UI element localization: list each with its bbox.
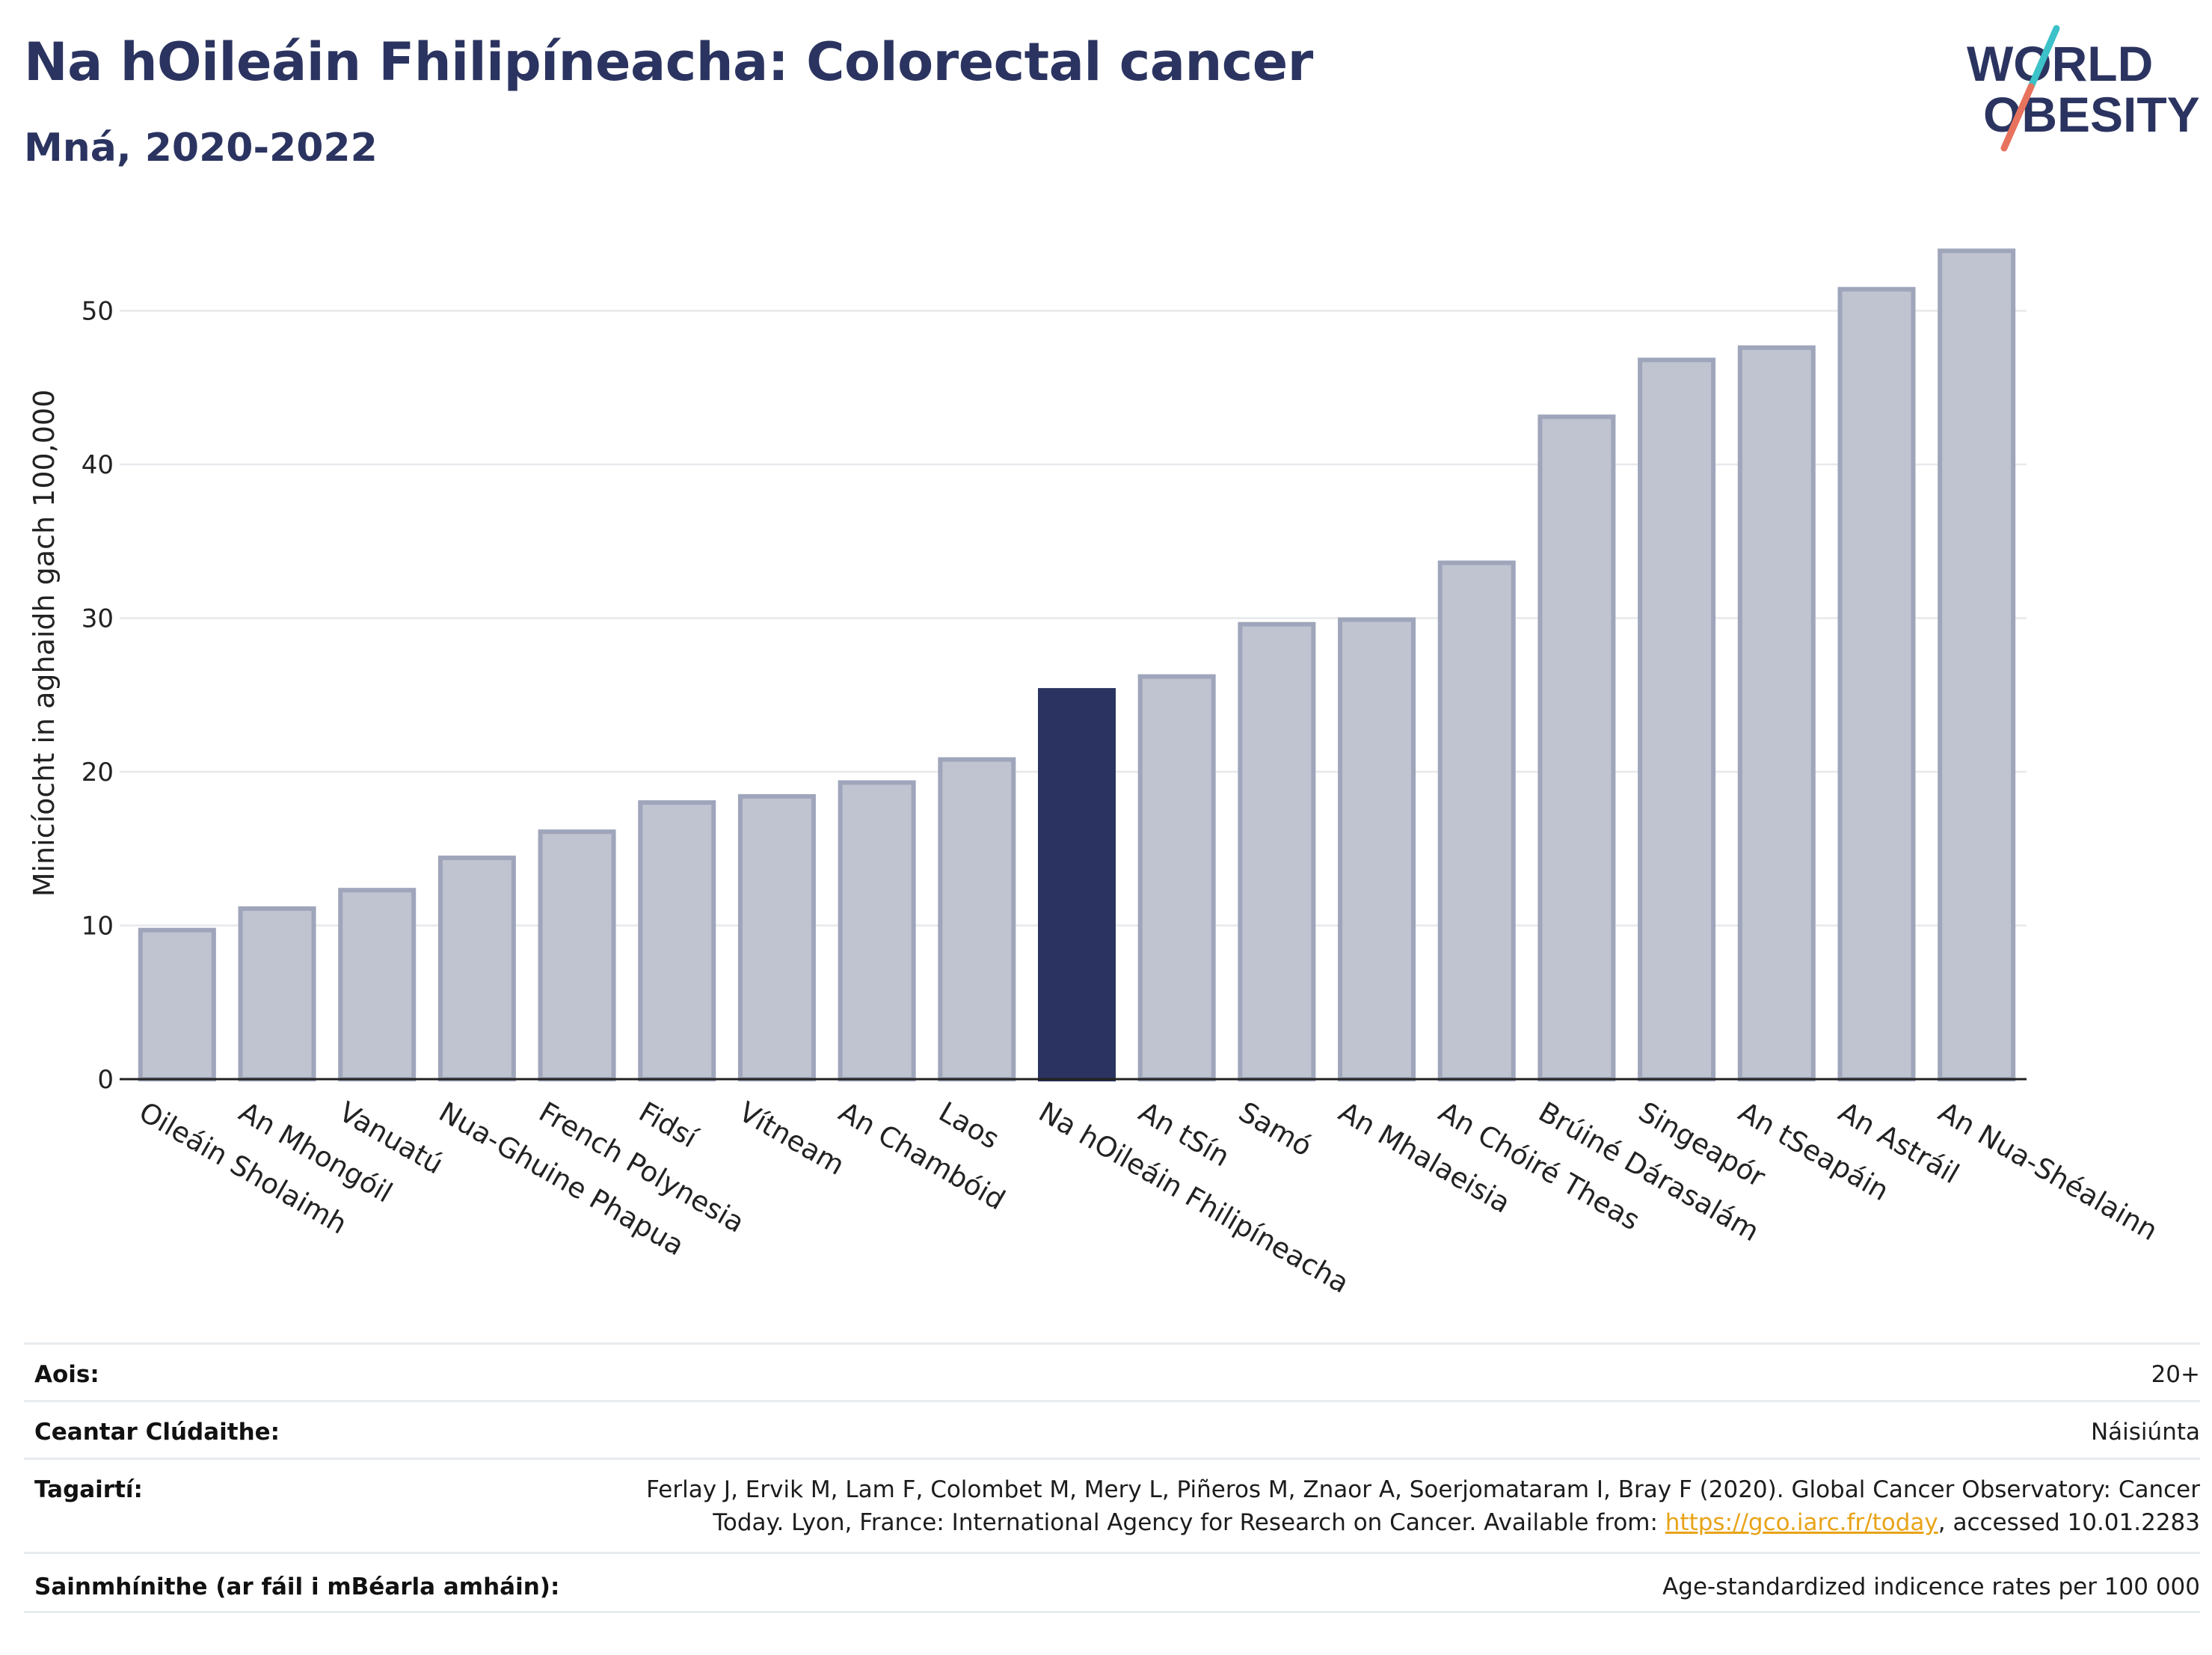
x-tick-label: Samó xyxy=(1233,1096,1317,1163)
meta-row-age: Aois: 20+ xyxy=(24,1342,2200,1400)
bar xyxy=(138,927,216,1081)
y-tick-label: 10 xyxy=(82,912,114,942)
world-obesity-logo: WORLD OBESITY xyxy=(1967,25,2199,152)
coverage-label: Ceantar Clúdaithe: xyxy=(34,1419,280,1446)
meta-row-references: Tagairtí: Ferlay J, Ervik M, Lam F, Colo… xyxy=(24,1458,2200,1552)
x-tick-label: Laos xyxy=(933,1096,1004,1155)
y-tick-label: 0 xyxy=(97,1065,114,1095)
bar xyxy=(1737,345,1816,1081)
x-tick-label: An Chambóid xyxy=(834,1096,1011,1216)
x-tick-label: Fidsí xyxy=(633,1096,704,1155)
bar xyxy=(1837,286,1916,1082)
x-tick-label: An Mhalaeisia xyxy=(1333,1096,1516,1220)
bar xyxy=(1638,357,1716,1081)
bar xyxy=(1938,248,2016,1082)
x-tick-label: Vítneam xyxy=(734,1096,850,1182)
y-tick-label: 30 xyxy=(82,604,114,634)
y-axis-ticks: 0 10 20 30 40 50 xyxy=(82,297,114,1096)
references-label: Tagairtí: xyxy=(34,1476,143,1503)
bar xyxy=(437,856,516,1082)
meta-row-definitions: Sainmhínithe (ar fáil i mBéarla amháin):… xyxy=(24,1552,2200,1613)
chart-metadata: Aois: 20+ Ceantar Clúdaithe: Náisiúnta T… xyxy=(24,1342,2200,1613)
bar xyxy=(737,793,816,1081)
chart-subtitle: Mná, 2020-2022 xyxy=(24,126,378,171)
bar xyxy=(538,829,616,1082)
references-line-1: Ferlay J, Ervik M, Lam F, Colombet M, Me… xyxy=(646,1476,2200,1503)
references-line-2-start: Today. Lyon, France: International Agenc… xyxy=(713,1509,1665,1536)
y-tick-label: 50 xyxy=(82,297,114,327)
bar xyxy=(238,906,316,1082)
bar xyxy=(1437,560,1516,1081)
bar xyxy=(1238,621,1316,1081)
logo-slash-coral xyxy=(2000,83,2035,152)
x-tick-label: An Nua-Shéalainn xyxy=(1933,1096,2163,1247)
age-label: Aois: xyxy=(34,1361,99,1388)
meta-row-coverage: Ceantar Clúdaithe: Náisiúnta xyxy=(24,1400,2200,1458)
coverage-value: Náisiúnta xyxy=(2090,1419,2200,1446)
bar xyxy=(1038,688,1116,1081)
y-axis-label: Minicíocht in aghaidh gach 100,000 xyxy=(28,390,61,897)
y-tick-label: 20 xyxy=(82,758,114,787)
bar xyxy=(638,800,716,1081)
logo-line-1: WORLD xyxy=(1967,36,2153,91)
bar xyxy=(1338,617,1416,1081)
references-value: Ferlay J, Ervik M, Lam F, Colombet M, Me… xyxy=(646,1473,2200,1539)
chart-title: Na hOileáin Fhilipíneacha: Colorectal ca… xyxy=(24,31,1313,93)
references-line-2-end: , accessed 10.01.2283 xyxy=(1938,1509,2200,1536)
logo-slash-teal xyxy=(2027,25,2060,90)
bars xyxy=(138,248,2016,1082)
bar xyxy=(938,757,1016,1081)
y-tick-label: 40 xyxy=(82,450,114,480)
age-value: 20+ xyxy=(2151,1361,2200,1388)
bar xyxy=(1537,414,1616,1082)
definitions-value: Age-standardized indicence rates per 100… xyxy=(1662,1573,2200,1600)
bar xyxy=(838,780,916,1081)
references-link[interactable]: https://gco.iarc.fr/today xyxy=(1665,1509,1938,1536)
bar xyxy=(1137,674,1216,1081)
definitions-label: Sainmhínithe (ar fáil i mBéarla amháin): xyxy=(34,1573,560,1600)
bar xyxy=(338,888,417,1081)
